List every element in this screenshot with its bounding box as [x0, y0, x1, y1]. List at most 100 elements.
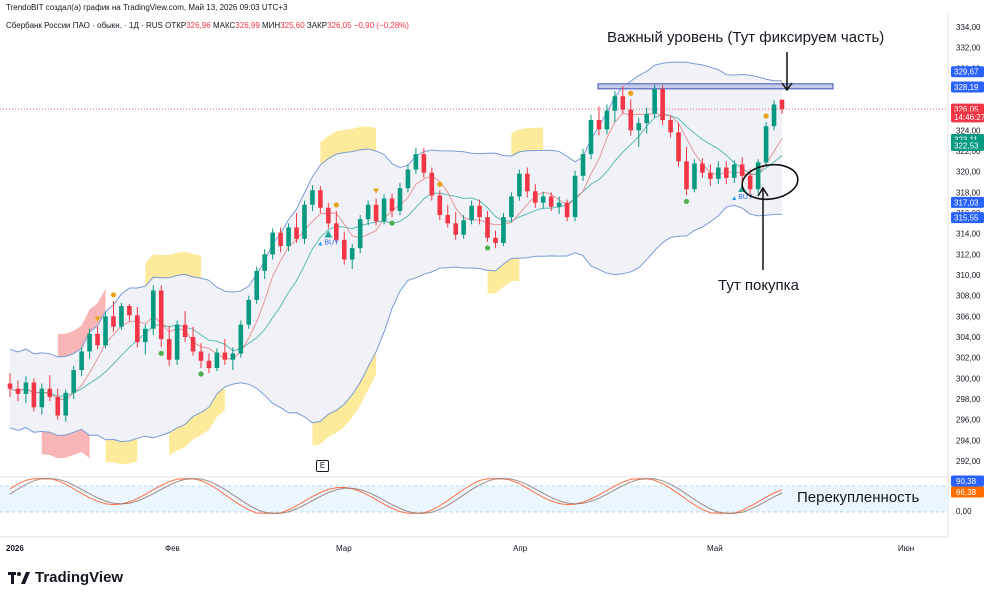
low-label: МИН — [262, 21, 281, 30]
candle-body — [660, 89, 665, 120]
candle-body — [636, 123, 642, 131]
candle-body — [739, 164, 745, 176]
price-axis-badge-text: 322,53 — [954, 142, 979, 151]
candle-body — [572, 175, 578, 218]
buy-pointer-arrowhead — [757, 186, 769, 197]
high-label: МАКС — [212, 21, 236, 30]
candle-body — [95, 333, 100, 346]
change-value: −0,90 (−0,28%) — [353, 21, 409, 30]
buy-annotation: Тут покупка — [718, 277, 799, 294]
time-axis-label: Май — [707, 544, 723, 553]
small-up-triangle-icon — [732, 196, 737, 201]
price-axis-badge — [951, 140, 984, 152]
open-value: 326,96 — [186, 21, 211, 30]
candle-body — [731, 164, 737, 178]
band-highlight-zone — [320, 126, 377, 166]
price-tick-label: 310,00 — [956, 271, 981, 280]
important-level-box — [597, 83, 834, 90]
buy-signal-dot — [158, 350, 164, 356]
candle-body — [405, 169, 411, 189]
candle-body — [302, 204, 307, 239]
band-highlight-zone — [312, 351, 377, 446]
candle-body — [652, 89, 657, 114]
time-axis-label: Июн — [898, 544, 914, 553]
candle-body — [310, 190, 315, 205]
candle-body — [7, 383, 13, 389]
candle-body — [389, 198, 395, 211]
buy-signal-dot — [198, 371, 204, 377]
price-axis-badge-text: 326,05 — [954, 105, 979, 114]
down-triangle-marker — [94, 316, 101, 322]
candle-body — [540, 196, 546, 203]
bollinger-band-fill — [10, 62, 782, 442]
price-axis-badge — [951, 212, 984, 224]
sell-signal-dot — [437, 181, 443, 187]
candle-body — [119, 306, 124, 327]
candle-body — [525, 173, 530, 192]
candle-body — [214, 352, 220, 368]
osc-axis-badge-text: 66,38 — [956, 488, 977, 497]
candle-body — [684, 161, 689, 190]
candle-body — [254, 270, 260, 300]
candle-body — [755, 162, 761, 190]
buy-highlight-circle — [741, 163, 799, 201]
tradingview-logo-icon — [8, 571, 30, 584]
candle-body — [198, 351, 204, 361]
band-highlight-zone — [487, 258, 520, 294]
candle-body — [564, 202, 570, 218]
candle-body — [453, 223, 458, 235]
candle-body — [206, 360, 212, 368]
candle-body — [238, 324, 244, 354]
candle-body — [692, 163, 697, 190]
band-highlight-zone — [105, 438, 138, 465]
time-axis-label: Фев — [165, 544, 180, 553]
candle-body — [644, 113, 650, 124]
close-value: 326,05 — [327, 21, 352, 30]
candle-body — [246, 299, 252, 325]
candle-body — [55, 396, 61, 416]
price-axis-badge — [951, 81, 984, 93]
price-tick-label: 300,00 — [956, 374, 981, 383]
candle-body — [429, 172, 435, 196]
candle-body — [517, 173, 522, 197]
candle-body — [23, 382, 29, 394]
candle-body — [326, 207, 331, 224]
candle-body — [150, 290, 156, 329]
candle-body — [445, 215, 451, 224]
candle-body — [493, 237, 498, 243]
osc-axis-badge — [951, 475, 984, 487]
price-axis-badge-text: 328,19 — [954, 83, 979, 92]
price-axis-badge-text: 315,55 — [954, 214, 979, 223]
candle-body — [31, 382, 37, 408]
events-button[interactable]: E — [316, 460, 329, 472]
candle-body — [262, 254, 267, 271]
price-tick-label: 298,00 — [956, 395, 981, 404]
price-tick-label: 312,00 — [956, 250, 981, 259]
candle-body — [747, 175, 753, 190]
price-axis-badge — [951, 111, 984, 123]
oscillator-zone — [0, 486, 948, 512]
candle-body — [111, 316, 116, 327]
level-pointer-arrowhead — [781, 82, 793, 92]
candle-body — [230, 353, 236, 360]
candle-body — [413, 154, 419, 170]
candle-body — [71, 370, 76, 393]
small-up-triangle-icon — [318, 241, 323, 246]
candle-body — [477, 205, 482, 218]
bollinger-upper-line — [9, 61, 783, 358]
tradingview-logo[interactable]: TradingView — [8, 569, 123, 586]
candle-body — [166, 339, 172, 360]
candle-body — [716, 167, 721, 179]
close-label: ЗАКР — [306, 21, 328, 30]
sell-signal-dot — [110, 292, 117, 298]
tradingview-logo-text: TradingView — [35, 569, 124, 586]
candle-body — [174, 324, 180, 360]
candle-body — [421, 154, 427, 173]
level-annotation: Важный уровень (Тут фиксируем часть) — [607, 29, 885, 46]
candle-body — [509, 196, 514, 218]
band-highlight-zone — [41, 429, 90, 459]
price-tick-label: 306,00 — [956, 312, 981, 321]
sell-signal-dot — [333, 202, 339, 208]
candle-body — [676, 132, 681, 162]
